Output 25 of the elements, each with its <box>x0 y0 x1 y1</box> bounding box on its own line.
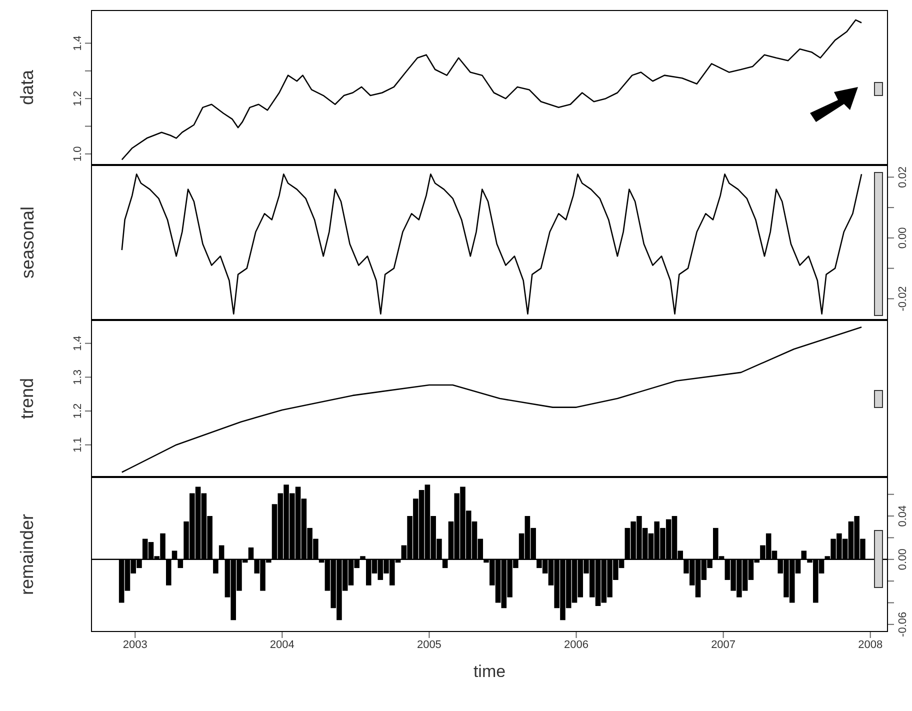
y-tick-label: -0.06 <box>897 612 909 637</box>
x-tick-label: 2005 <box>416 638 442 651</box>
y-axis-title: data <box>17 70 38 106</box>
y-tick-label: 1.4 <box>72 336 84 351</box>
x-tick-label: 2003 <box>122 638 148 651</box>
x-axis-title: time <box>473 662 506 681</box>
y-tick-label: 1.2 <box>72 403 84 419</box>
line-series <box>121 19 862 160</box>
y-tick-label: 1.1 <box>72 437 84 453</box>
y-tick-label: 0.02 <box>897 166 909 188</box>
y-tick-label: 0.00 <box>897 548 909 570</box>
x-tick-label: 2006 <box>564 638 588 651</box>
y-tick-label: 0.04 <box>897 505 909 527</box>
x-tick-label: 2007 <box>711 638 736 651</box>
y-tick-label: 1.2 <box>72 90 84 106</box>
y-axis-title: remainder <box>18 514 38 596</box>
y-axis-title: trend <box>18 378 38 420</box>
y-tick-label: -0.02 <box>897 286 909 312</box>
y-tick-label: 1.4 <box>72 36 84 51</box>
y-axis-title: seasonal <box>18 206 38 279</box>
x-tick-label: 2004 <box>270 638 294 651</box>
x-tick-label: 2008 <box>858 638 883 651</box>
y-tick-label: 1.0 <box>72 146 84 162</box>
y-tick-label: 1.3 <box>72 370 84 385</box>
y-tick-label: 0.00 <box>897 227 909 249</box>
